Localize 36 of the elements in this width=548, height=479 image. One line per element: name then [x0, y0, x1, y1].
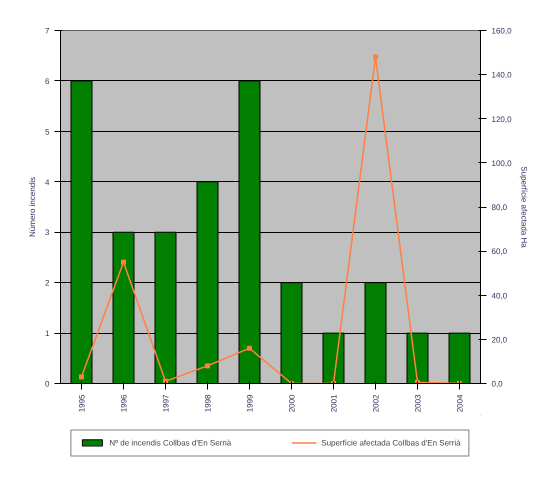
y2-tick-label: 40,0 [492, 291, 508, 300]
y2-tick-label: 140,0 [492, 70, 512, 80]
point [79, 374, 84, 380]
y-tick-label: 2 [45, 278, 50, 288]
y-tick-label: 4 [45, 178, 50, 187]
y-tick-label: 7 [45, 26, 50, 36]
x-tick-label: 1996 [120, 394, 128, 412]
x-tick-label: 1997 [162, 394, 170, 412]
y-axis-title: Número incendis [28, 176, 38, 238]
x-tick-label: 2000 [288, 394, 296, 412]
x-tick-label: 2002 [372, 394, 380, 412]
y-tick-label: 3 [45, 228, 50, 238]
point [247, 346, 252, 351]
y-tick-label: 5 [45, 127, 50, 136]
y2-tick-label: 80,0 [492, 203, 508, 212]
point [373, 54, 378, 60]
y2-tick-label: 160,0 [492, 26, 512, 36]
legend-label: Superfície afectada Collbas d'En Serrià [321, 438, 461, 447]
x-tick-label: 2001 [330, 394, 338, 412]
y2-tick-label: 120,0 [492, 114, 512, 124]
y2-axis-title: Superfície afectada Ha [520, 166, 529, 248]
y-tick-label: 6 [45, 76, 50, 86]
x-tick-label: 2003 [414, 394, 422, 412]
point [121, 260, 126, 265]
x-tick-label: 1999 [246, 394, 254, 412]
y-tick-label: 1 [45, 329, 50, 338]
x-tick-label: 1995 [78, 394, 86, 412]
y-tick-label: 0 [45, 380, 50, 388]
x-tick-label: 1998 [204, 394, 212, 412]
y2-tick-label: 100,0 [492, 158, 512, 168]
y2-tick-label: 60,0 [492, 247, 508, 256]
x-tick-label: 2004 [456, 394, 464, 412]
legend-label: Nº de incendis Collbas d'En Serrià [109, 438, 232, 447]
y2-tick-label: 20,0 [492, 335, 508, 344]
point [205, 363, 210, 368]
y2-tick-label: 0,0 [492, 380, 504, 388]
